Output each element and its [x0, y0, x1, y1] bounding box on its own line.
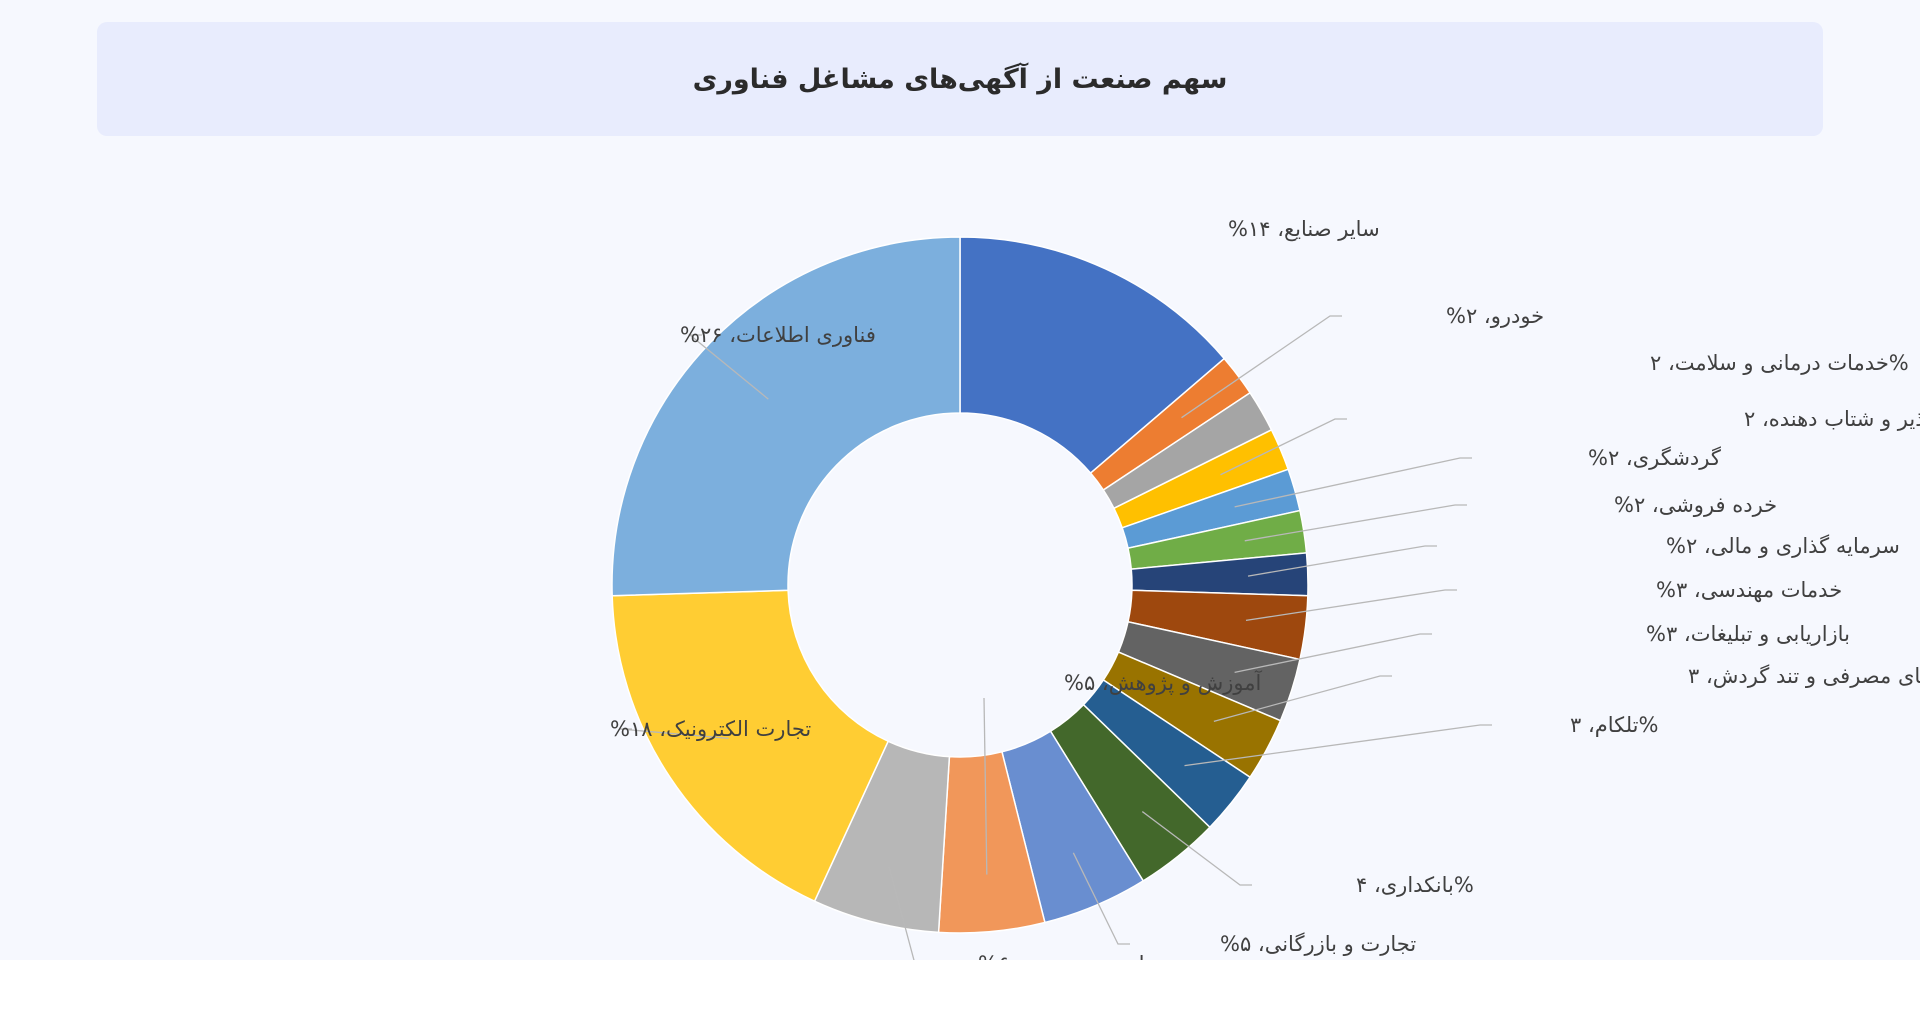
leader-line: [1220, 418, 1347, 476]
leader-lines-group: [619, 315, 1492, 960]
slice-label: گردشگری، ۲%: [1588, 446, 1721, 470]
slice-label: %تلکام، ۳: [1570, 713, 1658, 737]
leader-line: [619, 728, 729, 739]
slice-label: %بانکداری، ۴: [1356, 873, 1474, 897]
slice-label: %سرمایه گذاری خطرپذیر و شتاب دهنده، ۲: [1744, 407, 1920, 431]
leader-line: [1247, 545, 1437, 577]
title-card: سهم صنعت از آگهی‌های مشاغل فناوری: [97, 22, 1823, 136]
donut-chart: سایر صنایع، ۱۴% خودرو، ۲% %خدمات درمانی و …: [610, 217, 1920, 960]
slice-label: سایر صنایع، ۱۴%: [1228, 217, 1380, 241]
slice-label: بازاریابی و تبلیغات، ۳%: [1646, 622, 1850, 646]
slice-label: سرمایه گذاری و مالی، ۲%: [1666, 534, 1900, 558]
leader-line: [1141, 811, 1252, 886]
leader-line: [1245, 589, 1457, 622]
chart-page: سهم صنعت از آگهی‌های مشاغل فناوری سایر ص…: [97, 22, 1920, 960]
slice-label: %کالاهای مصرفی و تند گردش، ۳: [1688, 664, 1920, 688]
leader-line: [1184, 724, 1492, 767]
slice-label: آموزش و پژوهش، ۵%: [1064, 670, 1262, 695]
leader-line: [888, 866, 915, 960]
slice-label: فناوری اطلاعات، ۲۶%: [680, 323, 876, 347]
slice-label: تجارت و بازرگانی، ۵%: [1220, 932, 1416, 956]
leader-line: [983, 697, 988, 875]
slice-label: خدمات مهندسی، ۳%: [1656, 578, 1842, 602]
leader-line: [1234, 633, 1432, 673]
donut-slice: [959, 236, 1226, 475]
leader-line: [1181, 315, 1342, 419]
slices-group: [611, 236, 1309, 934]
slice-label: خودرو، ۲%: [1446, 304, 1544, 328]
slice-label: تولیدی و صنعتی، ۶%: [978, 952, 1161, 960]
leader-line: [688, 334, 769, 400]
leader-line: [1244, 504, 1467, 542]
leader-line: [1213, 675, 1392, 722]
donut-slice: [611, 236, 961, 597]
donut-slice: [611, 589, 890, 903]
slice-label: %خدمات درمانی و سلامت، ۲: [1650, 351, 1909, 375]
chart-title: سهم صنعت از آگهی‌های مشاغل فناوری: [692, 63, 1228, 95]
leader-line: [1234, 457, 1472, 508]
slice-label: تجارت الکترونیک، ۱۸%: [610, 717, 811, 741]
leader-line: [1072, 852, 1130, 945]
slice-label: خرده فروشی، ۲%: [1614, 493, 1777, 517]
labels-group: سایر صنایع، ۱۴% خودرو، ۲% %خدمات درمانی و …: [610, 217, 1920, 960]
